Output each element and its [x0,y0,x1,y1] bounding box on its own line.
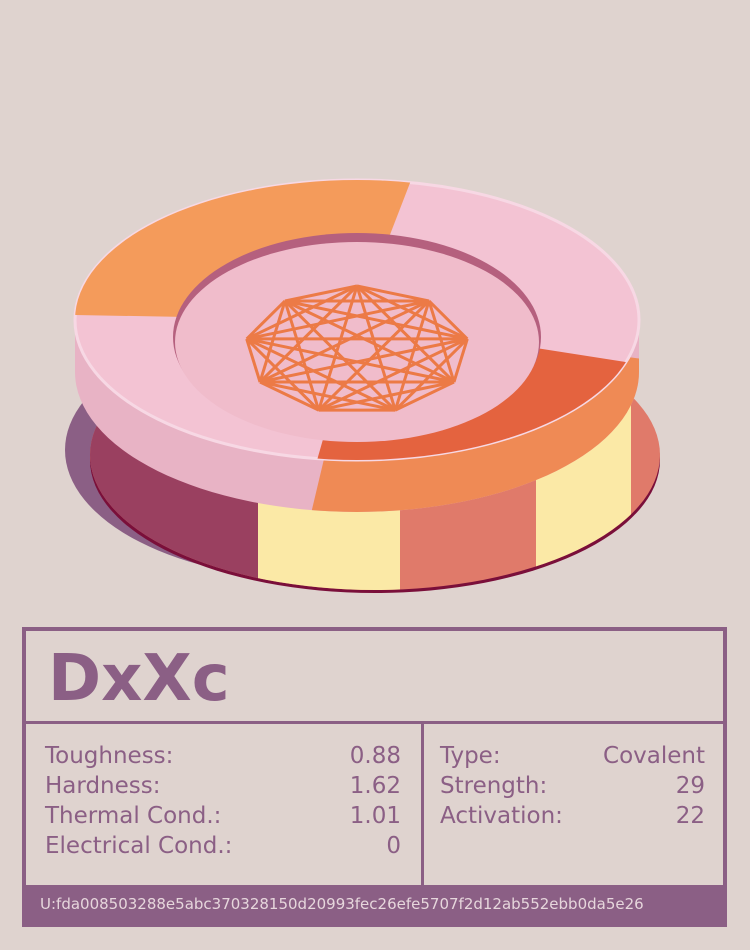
property-label: Strength: [440,773,548,799]
star-line [283,299,397,412]
property-row: Hardness: 1.62 [45,771,401,801]
property-label: Electrical Cond.: [45,833,233,859]
divider [26,721,723,724]
property-label: Activation: [440,803,563,829]
property-value: 0 [386,833,401,859]
star-line [356,284,430,303]
star-line [427,300,456,383]
property-row: Thermal Cond.: 1.01 [45,801,401,831]
star-line [246,299,430,341]
inner-face [175,242,539,442]
property-label: Toughness: [45,743,174,769]
property-value: 0.88 [349,743,401,769]
property-label: Thermal Cond.: [45,803,222,829]
property-row: Type: Covalent [440,741,705,771]
star-line [394,380,455,412]
id-footer: U:fda008503288e5abc370328150d20993fec26e… [26,885,723,923]
star-line [259,380,320,412]
nonagram [245,284,469,412]
star-line [246,337,396,412]
star-line [317,285,359,411]
star-line [283,300,321,411]
property-value: 1.62 [349,773,401,799]
star-line [245,299,287,340]
property-value: 22 [675,803,705,829]
property-value: 29 [675,773,705,799]
properties: Toughness: 0.88 Hardness: 1.62 Thermal Cond.… [45,741,401,861]
star-line [355,285,397,411]
star-line [356,284,468,341]
star-line [245,338,262,383]
property-row: Strength: 29 [440,771,705,801]
bond: Type: Covalent Strength: 29 Activation: 22 [440,741,705,831]
property-row: Activation: 22 [440,801,705,831]
title: DxXc [48,642,230,716]
property-label: Hardness: [45,773,161,799]
star-line [452,338,469,383]
star-line [245,337,320,412]
star-line [318,380,455,412]
divider [421,724,424,889]
property-label: Type: [440,743,501,769]
star-line [394,337,469,412]
star-line [246,337,455,384]
star-line [284,299,455,384]
info-card: DxXc Toughness: 0.88 Hardness: 1.62 Thermal … [22,627,727,927]
chip-illustration [65,178,660,593]
star-line [259,337,468,384]
star-line [258,300,287,383]
property-value: 1.01 [349,803,401,829]
star-line [427,299,469,340]
property-row: Toughness: 0.88 [45,741,401,771]
property-value: Covalent [603,743,705,769]
star-line [284,299,468,341]
star-line [317,299,431,412]
star-line [246,284,358,341]
property-row: Electrical Cond.: 0 [45,831,401,861]
star-line [259,380,396,412]
star-line [259,299,430,384]
star-line [284,284,358,303]
